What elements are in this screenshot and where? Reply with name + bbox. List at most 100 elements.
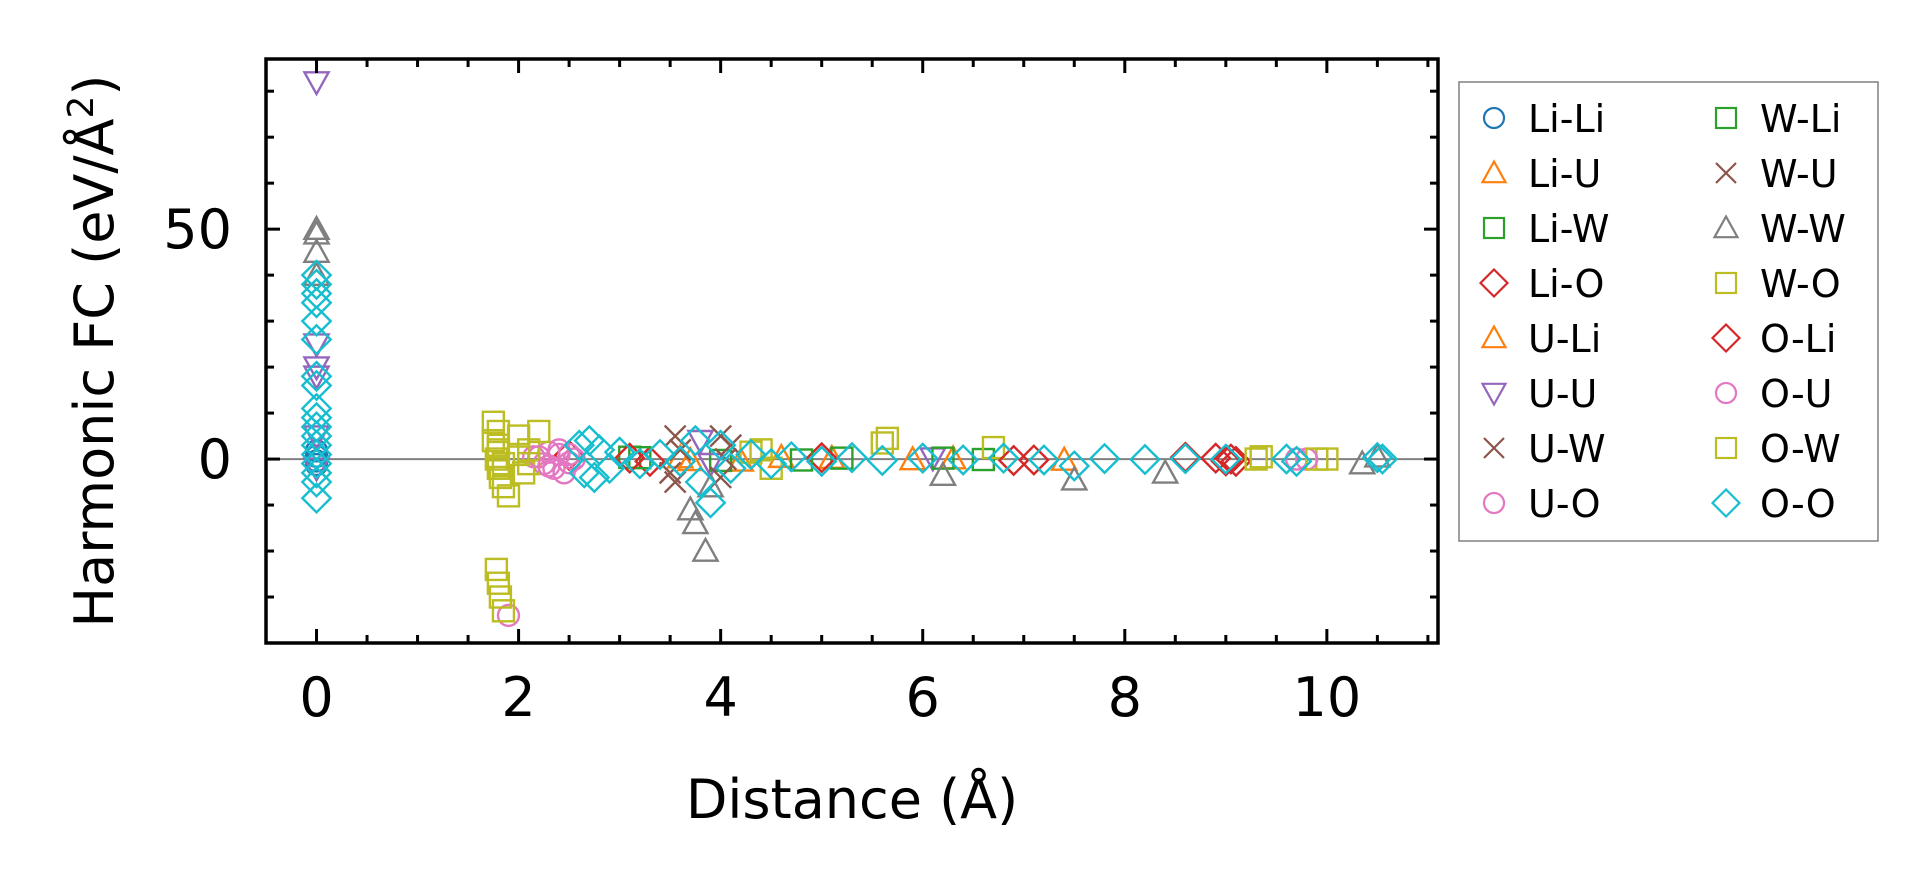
data-point — [302, 260, 331, 286]
legend-marker-icon — [1714, 271, 1738, 295]
y-axis-label-main: Harmonic FC (eV/Å — [62, 118, 126, 627]
legend-item: Li-W — [1482, 207, 1609, 251]
legend-label: W-O — [1760, 262, 1841, 306]
data-point — [1280, 445, 1313, 478]
legend-item: W-Li — [1714, 97, 1841, 141]
legend-label: Li-W — [1528, 207, 1609, 251]
legend-item: O-W — [1714, 427, 1841, 471]
data-point — [302, 219, 331, 245]
legend-label: U-O — [1528, 482, 1601, 526]
data-point — [836, 441, 868, 474]
legend-marker-icon — [1712, 214, 1740, 239]
legend-item: U-U — [1480, 372, 1597, 416]
data-point — [696, 452, 725, 479]
y-axis-label-superscript: 2 — [61, 96, 102, 119]
data-point — [1209, 445, 1242, 477]
data-point — [300, 466, 333, 498]
data-point — [563, 429, 596, 462]
data-point — [506, 442, 531, 467]
legend-item: O-U — [1714, 372, 1833, 416]
data-point — [1270, 443, 1303, 475]
legend-marker-icon — [1482, 216, 1506, 240]
data-point — [496, 603, 521, 628]
data-point — [704, 429, 737, 462]
data-point — [898, 444, 927, 471]
data-point — [928, 460, 958, 487]
x-tick-label: 6 — [906, 666, 940, 729]
data-point — [714, 452, 747, 485]
data-point — [987, 442, 1020, 475]
legend-marker-icon — [1480, 324, 1508, 349]
legend-label: Li-Li — [1528, 97, 1605, 141]
data-point — [681, 508, 710, 535]
data-point — [484, 557, 509, 582]
data-point — [875, 426, 900, 451]
data-point — [300, 360, 333, 393]
y-tick-label: 50 — [163, 198, 232, 261]
x-tick-label: 8 — [1108, 666, 1142, 729]
legend-marker-icon — [1480, 382, 1508, 407]
data-point — [578, 461, 611, 494]
data-point — [1366, 443, 1399, 475]
data-point — [491, 599, 516, 623]
data-point — [1244, 447, 1268, 471]
legend-item: U-O — [1482, 482, 1601, 526]
data-point — [735, 438, 767, 471]
data-point — [488, 465, 513, 490]
data-point — [1028, 444, 1060, 476]
data-point — [491, 451, 516, 476]
legend: Li-Li Li-U Li-W Li-O U-Li U-U U-W U-O W-Li W-U W-W… — [1458, 81, 1879, 542]
data-point — [603, 436, 636, 469]
legend-item: U-W — [1483, 427, 1606, 471]
data-point — [300, 323, 333, 356]
data-point — [481, 428, 506, 453]
data-point — [1129, 443, 1161, 476]
data-point — [486, 456, 511, 480]
legend-item: W-O — [1714, 262, 1841, 306]
y-axis-label-close: ) — [63, 75, 126, 96]
data-point — [1249, 445, 1273, 469]
data-point — [1199, 442, 1232, 475]
y-tick-label: 0 — [198, 428, 232, 491]
legend-marker-icon — [1714, 436, 1738, 460]
data-point — [1017, 444, 1050, 476]
data-point — [691, 536, 720, 562]
data-point — [481, 410, 506, 434]
data-point — [789, 448, 814, 472]
data-point — [613, 442, 646, 475]
data-point — [300, 456, 333, 489]
data-point — [488, 585, 513, 609]
y-tick-labels: 0 50 — [163, 198, 232, 491]
data-point — [300, 286, 333, 319]
legend-item: W-U — [1715, 152, 1838, 196]
data-point — [906, 442, 939, 475]
y-axis-label: Harmonic FC (eV/Å2) — [61, 75, 126, 628]
data-point — [684, 466, 717, 498]
data-point — [1060, 465, 1089, 491]
legend-label: W-W — [1760, 207, 1846, 251]
legend-item: Li-O — [1478, 262, 1604, 306]
data-point — [1088, 442, 1121, 475]
data-point — [304, 452, 329, 477]
data-point — [1361, 441, 1394, 474]
legend-marker-icon — [1714, 381, 1738, 405]
axis-ticks — [266, 59, 1438, 643]
data-point — [805, 445, 838, 478]
legend-item: O-O — [1710, 482, 1836, 526]
legend-marker-icon — [1482, 106, 1506, 130]
legend-item: O-Li — [1710, 317, 1836, 361]
data-point — [300, 369, 333, 402]
legend-label: O-O — [1760, 482, 1836, 526]
data-point — [491, 474, 516, 499]
data-point — [1215, 443, 1247, 475]
data-point — [568, 456, 601, 489]
data-point — [486, 571, 511, 595]
legend-item: Li-U — [1480, 152, 1601, 196]
legend-marker-icon — [1714, 106, 1738, 130]
legend-marker-icon — [1710, 487, 1742, 519]
data-point — [775, 440, 808, 473]
series-O-Li — [613, 442, 1242, 477]
data-point — [1305, 447, 1329, 471]
legend-label: U-U — [1528, 372, 1597, 416]
